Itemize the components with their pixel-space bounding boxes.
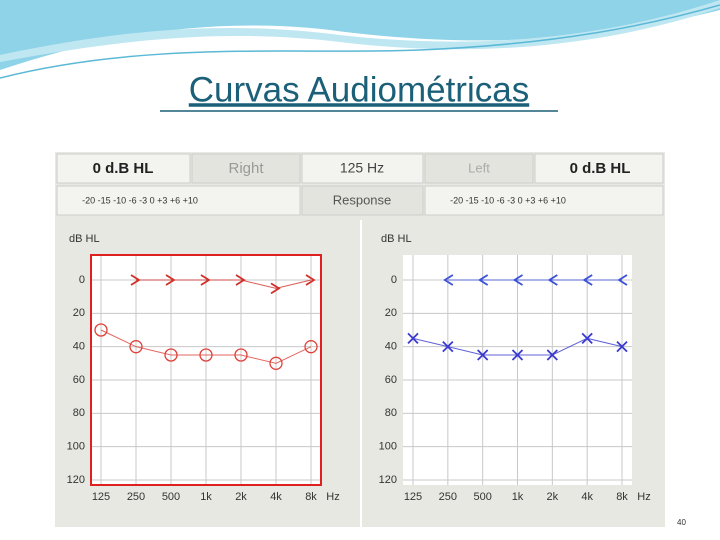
header-cell xyxy=(424,153,534,184)
marker-arrow xyxy=(305,274,316,286)
marker-arrow xyxy=(130,274,141,286)
marker-circle xyxy=(269,356,283,370)
y-axis-label: dB HL xyxy=(381,233,412,245)
marker-arrow xyxy=(582,274,593,286)
y-tick-label: 120 xyxy=(379,474,397,486)
header-right: Right xyxy=(228,160,264,177)
y-tick-label: 40 xyxy=(73,341,85,353)
marker-circle xyxy=(304,340,318,354)
x-tick-label: 125 xyxy=(92,491,110,503)
marker-arrow xyxy=(235,274,246,286)
x-axis-label: Hz xyxy=(326,491,339,503)
y-tick-label: 60 xyxy=(73,374,85,386)
marker-arrow xyxy=(512,274,523,286)
y-tick-label: 80 xyxy=(73,407,85,419)
marker-circle xyxy=(129,340,143,354)
marker-arrow xyxy=(200,274,211,286)
marker-circle xyxy=(234,348,248,362)
header-curve xyxy=(0,4,720,79)
x-tick-label: 8k xyxy=(616,491,628,503)
marker-x xyxy=(581,332,593,344)
header-cell xyxy=(56,153,191,184)
series-line xyxy=(136,279,312,289)
x-tick-label: 4k xyxy=(270,491,282,503)
header-swoosh xyxy=(0,0,720,70)
header-cell xyxy=(56,185,301,216)
y-tick-label: 100 xyxy=(67,441,85,453)
slide-title: Curvas Audiométricas xyxy=(189,70,529,109)
scale-right: -20 -15 -10 -6 -3 0 +3 +6 +10 xyxy=(82,195,198,205)
charts: 0 20 40 60 80 100 120 125 250 500 1k 2k 4k 8k Hz dB HL 0… xyxy=(67,233,651,503)
response-label: Response xyxy=(333,192,392,207)
marker-arrow xyxy=(547,274,558,286)
marker-circle xyxy=(94,323,108,337)
marker-arrow xyxy=(617,274,628,286)
marker-x xyxy=(546,349,558,361)
page-number: 40 xyxy=(677,518,686,527)
x-tick-label: 250 xyxy=(439,491,457,503)
x-tick-label: 4k xyxy=(581,491,593,503)
marker-x xyxy=(477,349,489,361)
x-tick-label: 250 xyxy=(127,491,145,503)
y-tick-label: 60 xyxy=(385,374,397,386)
header-level: 0 d.B HL xyxy=(93,160,154,177)
header-cell xyxy=(301,153,424,184)
y-tick-label: 20 xyxy=(73,307,85,319)
x-tick-label: 1k xyxy=(200,491,212,503)
x-axis-label: Hz xyxy=(637,491,650,503)
x-tick-label: 500 xyxy=(473,491,491,503)
header-cell xyxy=(534,153,664,184)
y-tick-label: 80 xyxy=(385,407,397,419)
marker-x xyxy=(407,332,419,344)
y-tick-label: 100 xyxy=(379,441,397,453)
x-tick-label: 2k xyxy=(235,491,247,503)
marker-arrow xyxy=(477,274,489,286)
plot-border xyxy=(90,254,322,486)
scale-left: -20 -15 -10 -6 -3 0 +3 +6 +10 xyxy=(450,195,566,205)
header-cell xyxy=(301,185,424,216)
marker-circle xyxy=(199,348,213,362)
header-left: Left xyxy=(468,160,490,175)
y-tick-label: 0 xyxy=(391,274,397,286)
marker-x xyxy=(442,341,454,353)
header-frequency: 125 Hz xyxy=(340,160,384,176)
y-tick-label: 20 xyxy=(385,307,397,319)
y-axis-label: dB HL xyxy=(69,233,100,245)
header-level: 0 d.B HL xyxy=(570,160,631,177)
header-cell xyxy=(191,153,301,184)
x-tick-label: 500 xyxy=(162,491,180,503)
y-tick-label: 0 xyxy=(79,274,85,286)
series-line xyxy=(100,329,312,364)
marker-arrow xyxy=(270,282,281,295)
marker-x xyxy=(616,341,628,353)
x-tick-label: 125 xyxy=(404,491,422,503)
marker-arrow xyxy=(165,274,176,286)
marker-x xyxy=(511,349,524,361)
marker-circle xyxy=(164,348,178,362)
y-tick-label: 40 xyxy=(385,341,397,353)
x-tick-label: 1k xyxy=(512,491,524,503)
y-tick-label: 120 xyxy=(67,474,85,486)
header-cell xyxy=(424,185,664,216)
x-tick-label: 8k xyxy=(305,491,317,503)
marker-arrow xyxy=(443,274,454,286)
x-tick-label: 2k xyxy=(547,491,559,503)
